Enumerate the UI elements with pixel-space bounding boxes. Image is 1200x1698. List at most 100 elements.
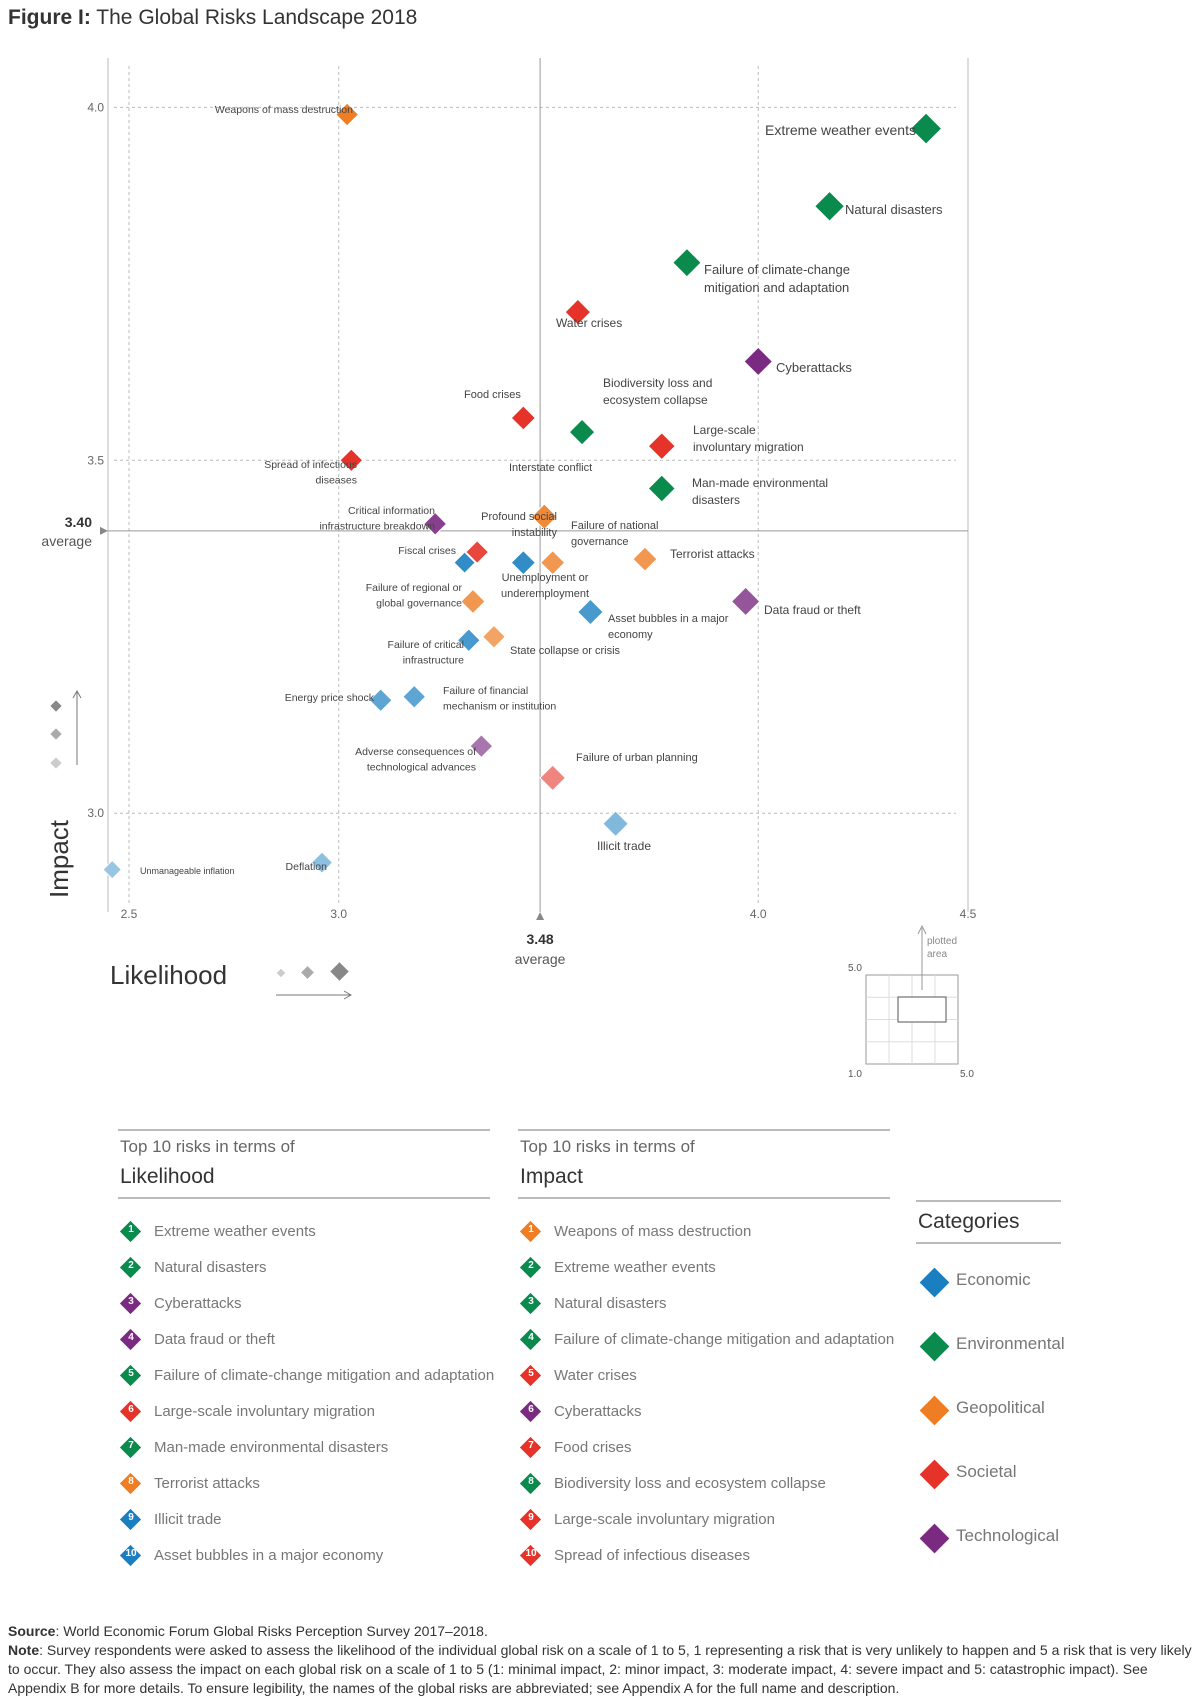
- risk-label: involuntary migration: [693, 440, 804, 454]
- risk-label: instability: [512, 527, 558, 539]
- source-label: Source: [8, 1623, 56, 1639]
- risk-point-water-crises: Water crises: [556, 298, 622, 330]
- note-text: : Survey respondents were asked to asses…: [8, 1642, 1192, 1696]
- rank-number: 4: [528, 1332, 534, 1343]
- risk-diamond: [510, 549, 537, 576]
- risk-point-energy-price-shock: Energy price shock: [285, 688, 393, 713]
- rank-number: 6: [128, 1404, 134, 1415]
- risk-label: Profound social: [481, 511, 557, 523]
- risk-point-failure-of-national-governance: Failure of national governance: [539, 520, 658, 576]
- risk-diamond: [481, 624, 506, 649]
- rank-badge: 7: [119, 1436, 142, 1459]
- risk-point-spread-of-infectious-diseases: Spread of infectious diseases: [264, 448, 364, 487]
- impact-scale-arrowhead: [72, 689, 82, 699]
- risk-point-failure-of-regional-or-global-governance: Failure of regional or global governance: [366, 582, 486, 615]
- x-tick-label: 4.5: [960, 907, 977, 921]
- risk-label: Critical information: [348, 505, 435, 517]
- risk-label: Extreme weather events: [765, 122, 916, 138]
- x-average-label: average: [515, 951, 566, 967]
- risk-label: Energy price shock: [285, 692, 375, 704]
- rank-number: 4: [128, 1332, 134, 1343]
- rank-number: 9: [128, 1512, 134, 1523]
- rank-badge: 5: [119, 1364, 142, 1387]
- risk-point-failure-of-financial-mechanism-or-institution: Failure of financial mechanism or institu…: [402, 684, 556, 713]
- impact-scale-diamond: [50, 757, 62, 769]
- y-tick-label: 3.5: [87, 453, 104, 467]
- figure-title-text: The Global Risks Landscape 2018: [90, 6, 418, 29]
- top10-item: 6 Large-scale involuntary migration: [118, 1400, 490, 1437]
- top10-item: 4 Failure of climate-change mitigation an…: [518, 1328, 894, 1365]
- rank-text: Large-scale involuntary migration: [154, 1403, 375, 1420]
- risk-label: Data fraud or theft: [764, 603, 861, 617]
- risk-point-large-scale-involuntary-migration: Large-scale involuntary migration: [647, 423, 804, 461]
- risk-point-man-made-environmental-disasters: Man-made environmental disasters: [647, 474, 828, 507]
- rank-text: Spread of infectious diseases: [554, 1547, 750, 1564]
- category-diamond: [919, 1331, 950, 1362]
- risk-label: economy: [608, 629, 653, 641]
- risk-point-asset-bubbles-in-a-major-economy: Asset bubbles in a major economy: [577, 598, 729, 641]
- risk-diamond: [310, 851, 334, 874]
- risk-label: Deflation: [286, 861, 328, 873]
- risk-label: Unemployment or: [502, 572, 589, 584]
- rank-text: Cyberattacks: [554, 1403, 642, 1420]
- rank-text: Food crises: [554, 1439, 632, 1456]
- risk-diamond: [647, 474, 676, 503]
- risk-label: Unmanageable inflation: [140, 866, 235, 876]
- rank-text: Asset bubbles in a major economy: [154, 1547, 384, 1564]
- rank-badge: 3: [519, 1292, 542, 1315]
- rank-number: 3: [128, 1296, 134, 1307]
- risk-label: Illicit trade: [597, 839, 651, 853]
- x-average-value: 3.48: [526, 931, 553, 947]
- risk-diamond: [672, 247, 702, 278]
- top10-item: 1 Weapons of mass destruction: [518, 1220, 890, 1257]
- rank-text: Data fraud or theft: [154, 1331, 275, 1348]
- top10-item: 3 Natural disasters: [518, 1292, 890, 1329]
- risk-label: global governance: [376, 598, 462, 610]
- risk-label: Failure of national: [571, 520, 658, 532]
- inset-pointer-head: [917, 924, 927, 935]
- risk-label: governance: [571, 536, 629, 548]
- top10-item: 9 Large-scale involuntary migration: [518, 1508, 890, 1545]
- risk-diamond: [469, 734, 494, 759]
- inset-right-label: 5.0: [960, 1069, 974, 1080]
- rank-badge: 10: [119, 1544, 142, 1567]
- risk-diamond: [456, 628, 481, 653]
- likelihood-top10-list: Top 10 risks in terms of Likelihood 1 Ext…: [118, 1129, 494, 1581]
- risk-label: infrastructure: [403, 655, 464, 667]
- impact-list-header: Top 10 risks in terms of Impact: [518, 1129, 890, 1199]
- rank-number: 9: [528, 1512, 534, 1523]
- risk-label: diseases: [316, 475, 357, 487]
- rank-badge: 2: [119, 1256, 142, 1279]
- risk-landscape-chart: 2.5 3.0 4.0 4.5 3.0 3.5 4.0 3.48 average 3.40 aver…: [41, 58, 977, 1080]
- risk-label: Large-scale: [693, 423, 756, 437]
- risk-label: Failure of regional or: [366, 582, 463, 594]
- risk-label: mitigation and adaptation: [704, 280, 849, 295]
- risk-point-adverse-consequences-of-technological-advances: Adverse consequences of technological adv…: [355, 734, 494, 774]
- risk-label: Adverse consequences of: [355, 746, 476, 758]
- risk-point-failure-of-climate-change-mitigation-and-adaptation: Failure of climate-change mitigation and …: [672, 247, 850, 295]
- category-diamond: [919, 1267, 950, 1298]
- category-label: Economic: [956, 1270, 1031, 1289]
- risk-point-unemployment-or-underemployment: Unemployment or underemployment: [501, 549, 589, 600]
- risk-point-fiscal-crises: Fiscal crises: [398, 545, 476, 574]
- top10-item: 2 Natural disasters: [118, 1256, 490, 1293]
- x-average-marker: [536, 912, 545, 920]
- figure-title: Figure I: The Global Risks Landscape 201…: [8, 6, 417, 30]
- risk-point-extreme-weather-events: Extreme weather events: [765, 112, 943, 145]
- top10-item: 4 Data fraud or theft: [118, 1328, 490, 1365]
- risk-label: Water crises: [556, 316, 622, 330]
- likelihood-list-items: 1 Extreme weather events 2 Natural disaster…: [118, 1220, 494, 1581]
- rank-text: Large-scale involuntary migration: [554, 1511, 775, 1528]
- risk-point-failure-of-urban-planning: Failure of urban planning: [539, 752, 698, 792]
- inset-note: plotted: [927, 936, 957, 947]
- risk-diamond: [423, 511, 448, 536]
- category-label: Geopolitical: [956, 1398, 1045, 1417]
- rank-badge: 3: [119, 1292, 142, 1315]
- rank-text: Weapons of mass destruction: [554, 1223, 752, 1240]
- rank-badge: 10: [519, 1544, 542, 1567]
- risk-point-critical-information-infrastructure-breakdown: Critical information infrastructure break…: [319, 505, 448, 536]
- figure-title-lead: Figure I:: [8, 6, 91, 29]
- note-line: Note: Survey respondents were asked to a…: [8, 1641, 1193, 1698]
- y-average-label: average: [41, 533, 92, 549]
- risk-label: Biodiversity loss and: [603, 376, 712, 390]
